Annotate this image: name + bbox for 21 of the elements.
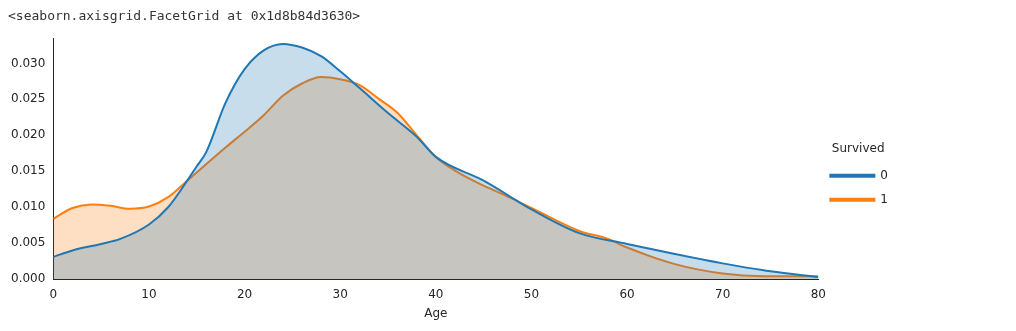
x-tick-label: 60 xyxy=(619,286,635,301)
text: <seaborn.axisgrid.FacetGrid at 0x1d8b84d3630> xyxy=(8,8,362,25)
x-axis-title: Age xyxy=(424,305,448,320)
y-tick-label: 0.000 xyxy=(10,271,46,286)
y-tick-label: 0.020 xyxy=(10,127,46,142)
y-tick-label: 0.005 xyxy=(10,235,46,250)
x-tick-label: 70 xyxy=(715,286,731,301)
legend-title: Survived xyxy=(831,141,885,156)
x-tick-label: 40 xyxy=(428,286,444,301)
x-tick-label: 30 xyxy=(332,286,348,301)
x-tick-label: 10 xyxy=(141,286,157,301)
x-tick-label: 80 xyxy=(810,286,827,301)
y-tick-label: 0.030 xyxy=(10,55,46,70)
y-tick-label: 0.025 xyxy=(10,91,46,106)
legend-label: 0 xyxy=(880,167,889,182)
y-tick-label: 0.015 xyxy=(10,163,46,178)
legend-label: 1 xyxy=(880,191,889,206)
x-tick-label: 20 xyxy=(236,286,253,301)
y-tick-label: 0.010 xyxy=(10,199,46,214)
x-tick-label: 50 xyxy=(523,286,540,301)
x-tick-label: 0 xyxy=(49,286,58,301)
